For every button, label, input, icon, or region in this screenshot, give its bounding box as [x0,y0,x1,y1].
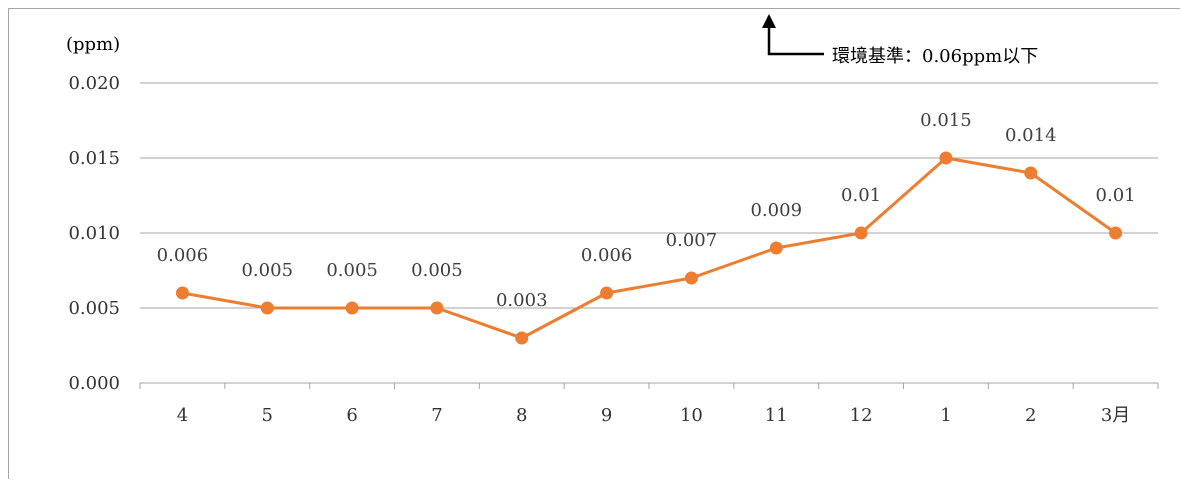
data-label: 0.015 [920,110,972,131]
data-label: 0.005 [241,260,293,281]
x-tick-label: 9 [601,405,612,426]
data-point [515,331,529,345]
y-tick-label: 0.015 [68,148,120,169]
data-point [939,151,953,165]
x-tick-label: 1 [940,405,951,426]
environmental-standard-annotation: 環境基準：0.06ppm以下 [832,46,1038,67]
x-tick-label: 3月 [1101,405,1130,426]
data-point [600,286,614,300]
data-label: 0.003 [496,290,548,311]
x-tick-label: 4 [177,405,188,426]
x-tick-label: 2 [1025,405,1036,426]
x-tick-label: 10 [680,405,703,426]
data-point [854,226,868,240]
data-point [684,271,698,285]
data-point [769,241,783,255]
x-tick-label: 8 [516,405,527,426]
chart-frame [8,8,1180,479]
data-point [175,286,189,300]
y-tick-label: 0.000 [68,373,120,394]
y-tick-label: 0.010 [68,223,120,244]
data-point [1109,226,1123,240]
data-point [430,301,444,315]
y-tick-label: 0.020 [68,73,120,94]
x-tick-label: 6 [346,405,357,426]
data-label: 0.007 [666,230,718,251]
data-point [260,301,274,315]
data-label: 0.009 [750,200,802,221]
data-label: 0.006 [157,245,209,266]
x-tick-label: 12 [850,405,873,426]
data-label: 0.005 [326,260,378,281]
x-tick-label: 5 [262,405,273,426]
data-label: 0.01 [841,185,881,206]
data-label: 0.014 [1005,125,1057,146]
data-label: 0.01 [1096,185,1136,206]
y-tick-label: 0.005 [68,298,120,319]
series-polyline [182,156,1117,340]
x-tick-label: 7 [431,405,442,426]
x-axis: 4 5 6 7 8 9 10 11 12 1 2 3月 [139,382,1159,426]
data-point [1024,166,1038,180]
data-point [345,301,359,315]
data-label: 0.006 [581,245,633,266]
data-label: 0.005 [411,260,463,281]
x-tick-label: 11 [765,405,788,426]
y-axis-unit-label: (ppm) [66,34,120,55]
annotation-arrow [762,14,824,56]
data-labels: 0.006 0.005 0.005 0.005 0.003 0.006 0.007 0.009… [157,110,1136,311]
y-axis-ticks: 0.000 0.005 0.010 0.015 0.020 [68,73,120,394]
series-line [175,151,1123,345]
